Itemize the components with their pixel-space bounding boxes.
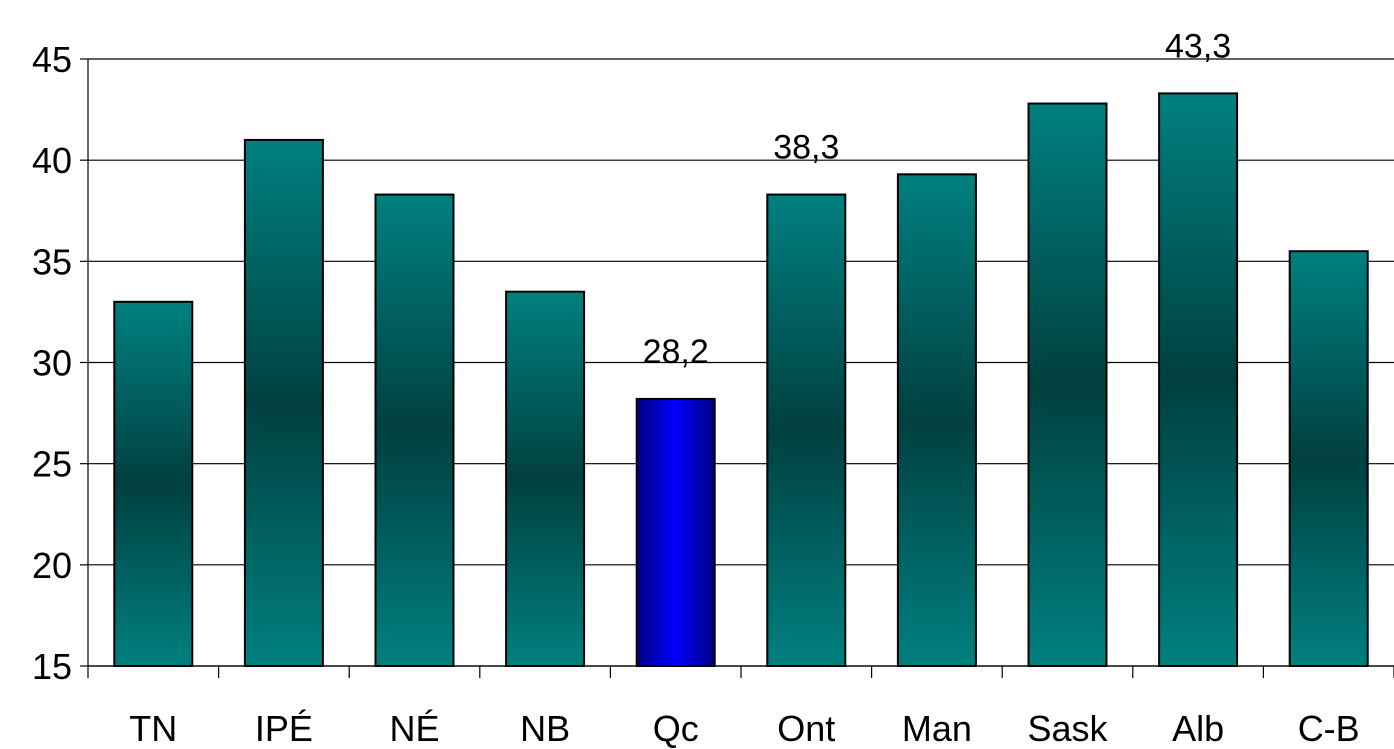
x-category-label: Qc	[653, 708, 699, 749]
bar-ipé	[243, 138, 324, 667]
bar-ont	[766, 193, 847, 668]
data-label: 28,2	[643, 333, 709, 371]
bar-alb	[1158, 92, 1239, 667]
data-label: 38,3	[773, 129, 839, 167]
x-category-label: C-B	[1298, 708, 1360, 749]
x-category-label: NÉ	[389, 708, 439, 749]
x-category-label: IPÉ	[255, 708, 313, 749]
bars	[113, 92, 1369, 668]
bar-nb	[505, 290, 586, 667]
x-category-label: Man	[902, 708, 972, 749]
bar-man	[896, 173, 977, 668]
y-tick-label: 20	[32, 545, 72, 586]
x-category-label: NB	[520, 708, 570, 749]
x-category-label: Alb	[1172, 708, 1224, 749]
bar-tn	[113, 300, 194, 667]
y-tick-label: 25	[32, 444, 72, 485]
y-tick-label: 35	[32, 241, 72, 282]
labels: 15 20 25 30 35 40 45 TN IPÉ NÉ NB Qc 28,2 Ont 38,3 Man S…	[32, 27, 1360, 749]
x-category-label: Sask	[1027, 708, 1108, 749]
x-category-label: TN	[129, 708, 177, 749]
bar-né	[374, 193, 455, 668]
data-label: 43,3	[1165, 27, 1231, 65]
y-tick-label: 30	[32, 343, 72, 384]
y-tick-label: 15	[32, 646, 72, 687]
y-tick-label: 45	[32, 39, 72, 80]
bar-sask	[1027, 102, 1108, 668]
bar-c-b	[1288, 250, 1369, 667]
y-tick-label: 40	[32, 140, 72, 181]
x-category-label: Ont	[777, 708, 835, 749]
axes	[80, 58, 1394, 678]
bar-qc	[635, 397, 716, 667]
